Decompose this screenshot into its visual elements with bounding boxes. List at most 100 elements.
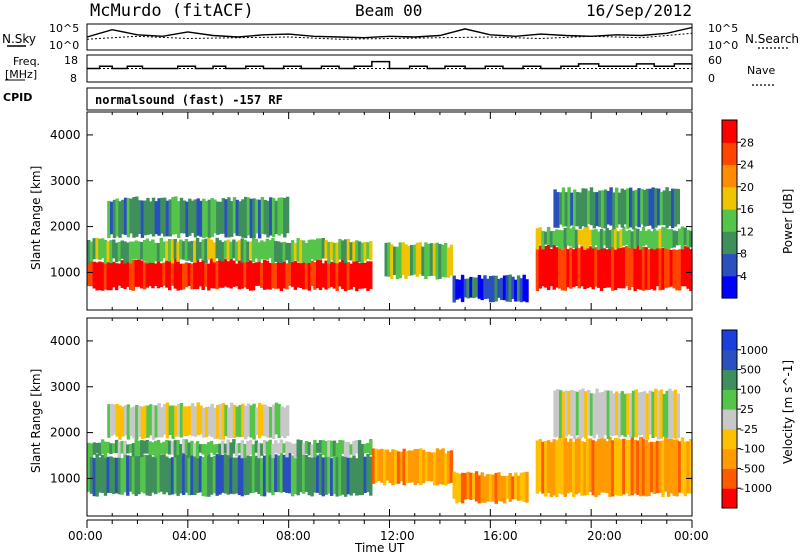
power-panel-cell-7-35 [651, 187, 655, 229]
power-panel-cell-0-93 [346, 262, 351, 291]
velocity-panel-cell-2-1 [110, 403, 114, 436]
velocity-panel-cell-1-35 [184, 439, 189, 455]
velocity-panel-cell-0-39 [195, 454, 200, 494]
velocity-panel-cell-3-5 [385, 449, 390, 481]
power-panel-cell-5-0 [535, 248, 540, 292]
power-panel-cell-7-10 [581, 188, 585, 227]
power-panel-cell-2-49 [244, 196, 248, 239]
velocity-panel-cell-2-50 [246, 403, 251, 437]
power-panel-cell-0-15 [128, 261, 133, 291]
velocity-panel-cell-3-17 [419, 448, 423, 486]
velocity-panel-cell-6-23 [617, 393, 622, 438]
velocity-panel-cell-0-18 [137, 455, 141, 495]
power-panel-cell-0-39 [195, 259, 200, 289]
velocity-panel-cell-1-97 [357, 440, 362, 457]
velocity-panel-cell-0-10 [114, 457, 119, 494]
velocity-panel-cell-6-22 [615, 391, 619, 436]
velocity-panel-cell-2-40 [218, 404, 223, 440]
power-panel-cell-2-50 [246, 197, 251, 236]
power-panel-cell-1-101 [369, 241, 373, 261]
power-panel-cell-4-13 [488, 276, 493, 303]
power-panel-cell-5-30 [619, 246, 623, 289]
velocity-panel-cell-1-76 [299, 440, 303, 456]
velocity-panel-cell-2-32 [196, 402, 200, 436]
power-panel-cell-0-101 [369, 261, 373, 289]
nsky-tick-bottom: 10^0 [49, 39, 79, 52]
velocity-panel-cell-4-16 [497, 472, 501, 501]
power-panel-cell-1-87 [330, 241, 334, 261]
velocity-panel-cell-4-9 [477, 475, 482, 504]
velocity-panel-cell-3-15 [413, 449, 417, 486]
power-panel-cell-5-19 [588, 246, 593, 288]
power-panel-cell-0-3 [95, 262, 99, 291]
power-panel-cell-2-39 [216, 201, 220, 235]
velocity-panel-cell-1-101 [369, 439, 373, 456]
power-panel-cell-6-20 [591, 229, 595, 249]
velocity-panel-cell-1-66 [271, 443, 275, 459]
velocity-panel-cell-5-19 [588, 438, 593, 492]
power-panel-cell-1-26 [159, 237, 163, 262]
power-ylabel: Slant Range [km] [29, 166, 43, 270]
power-panel-cell-5-36 [636, 245, 640, 290]
power-panel-cell-7-1 [556, 192, 560, 228]
velocity-panel-cell-3-20 [427, 451, 431, 481]
power-panel-cell-2-23 [171, 196, 175, 235]
power-panel-cell-1-23 [151, 239, 155, 263]
power-panel-cell-0-12 [120, 260, 124, 288]
power-colorbar-tick-label-6: 28 [740, 136, 754, 149]
power-panel-cell-1-55 [240, 238, 244, 263]
power-panel-cell-2-44 [230, 201, 234, 237]
power-panel-cell-0-63 [262, 259, 267, 290]
power-panel-cell-1-35 [184, 239, 189, 261]
power-panel-cell-0-72 [288, 261, 292, 286]
power-panel-cell-1-8 [109, 240, 113, 264]
power-panel-ytick-label-2: 3000 [50, 174, 81, 188]
freq-label-line1: Freq. [13, 55, 40, 68]
velocity-panel-cell-6-34 [648, 390, 652, 435]
power-panel-cell-0-18 [137, 258, 141, 287]
velocity-panel-cell-1-77 [302, 443, 306, 455]
power-panel-cell-4-9 [477, 275, 482, 299]
power-panel-cell-2-22 [168, 199, 172, 237]
velocity-panel-cell-0-49 [223, 453, 228, 494]
power-panel-cell-3-14 [424, 242, 428, 280]
velocity-panel-cell-0-41 [201, 457, 205, 497]
power-panel-cell-0-49 [223, 258, 228, 287]
power-panel-cell-0-57 [246, 262, 250, 289]
velocity-panel-cell-5-8 [558, 437, 562, 494]
power-panel-cell-0-30 [170, 263, 175, 286]
velocity-panel-cell-1-62 [260, 443, 264, 456]
power-panel-cell-0-9 [112, 261, 116, 288]
velocity-panel-cell-6-12 [587, 389, 591, 436]
power-colorbar-tick-label-3: 16 [740, 203, 754, 216]
power-panel-cell-0-25 [156, 259, 161, 289]
velocity-panel-cell-2-5 [121, 406, 125, 437]
velocity-panel-cell-1-51 [229, 442, 233, 458]
power-panel-cell-0-54 [237, 260, 242, 290]
power-panel-cell-4-20 [508, 274, 512, 302]
velocity-panel-cell-2-4 [118, 405, 122, 440]
velocity-panel-cell-3-8 [394, 449, 398, 485]
velocity-panel-cell-3-1 [374, 448, 378, 483]
velocity-panel-cell-0-36 [187, 456, 191, 496]
velocity-panel-cell-1-89 [335, 443, 339, 457]
power-panel-cell-1-97 [357, 241, 362, 263]
velocity-panel-cell-1-3 [95, 442, 99, 454]
power-panel-cell-7-21 [612, 192, 616, 230]
velocity-panel-cell-0-57 [246, 453, 250, 495]
power-panel-cell-0-73 [290, 260, 295, 287]
velocity-panel-cell-5-50 [675, 439, 679, 497]
velocity-panel-cell-5-52 [680, 437, 685, 494]
velocity-panel-cell-1-88 [332, 440, 337, 457]
power-panel-cell-3-10 [412, 244, 417, 275]
velocity-panel-cell-3-14 [410, 450, 415, 483]
velocity-panel-cell-1-26 [159, 442, 163, 455]
power-panel-cell-7-43 [673, 188, 678, 227]
velocity-panel-cell-5-33 [627, 439, 632, 497]
velocity-panel-cell-1-21 [145, 439, 149, 454]
velocity-panel-cell-0-63 [262, 455, 267, 497]
freq-series-line [87, 60, 692, 70]
velocity-panel-cell-0-76 [299, 454, 303, 493]
velocity-panel-cell-0-81 [313, 454, 317, 493]
velocity-panel-cell-4-25 [522, 472, 526, 502]
